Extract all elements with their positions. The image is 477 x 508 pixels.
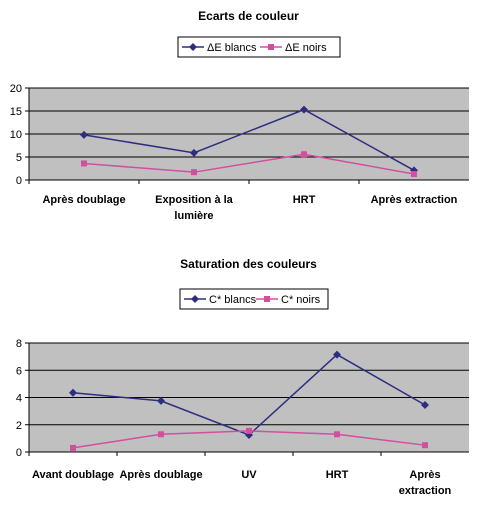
y-tick-label: 10 (10, 129, 22, 141)
y-tick-label: 8 (16, 338, 22, 350)
data-point (246, 427, 252, 434)
x-category-label: HRT (326, 469, 349, 481)
series-1 (81, 151, 417, 178)
data-point (190, 148, 198, 157)
legend-label-0: C* blancs (209, 294, 257, 306)
data-point (69, 388, 77, 397)
legend-marker-1 (268, 44, 274, 50)
data-point (191, 169, 197, 176)
y-tick-label: 2 (16, 420, 22, 432)
legend: C* blancs C* noirs (179, 288, 329, 310)
legend: ΔE blancs ΔE noirs (177, 36, 341, 58)
data-point (422, 442, 428, 449)
chart-svg: Ecarts de couleur ΔE blancs ΔE noirs 0 5 10 15… (10, 9, 469, 222)
chart-title: Ecarts de couleur (198, 9, 299, 23)
data-point (334, 431, 340, 438)
y-tick-label: 6 (16, 365, 22, 377)
chart-saturation-des-couleurs: Saturation des couleurs C* blancs C* noirs… (0, 252, 477, 508)
series-1 (70, 427, 428, 451)
y-tick-label: 15 (10, 106, 22, 118)
legend-marker-0 (191, 295, 199, 303)
x-category-label: Après doublage (119, 469, 202, 481)
y-tick-label: 20 (10, 83, 22, 95)
legend-label-1: C* noirs (281, 294, 321, 306)
x-category-label: extraction (399, 485, 452, 497)
x-category-label: lumière (174, 210, 213, 222)
y-tick-label: 0 (16, 447, 22, 459)
x-category-label: Avant doublage (32, 469, 114, 481)
data-point (157, 396, 165, 405)
data-point (333, 350, 341, 359)
legend-marker-1 (264, 296, 270, 302)
data-point (300, 105, 308, 114)
data-point (421, 400, 429, 409)
chart-title: Saturation des couleurs (180, 257, 317, 271)
x-category-label: Exposition à la (155, 194, 234, 206)
x-category-label: Après doublage (42, 194, 125, 206)
x-category-label: HRT (293, 194, 316, 206)
series-line-1 (83, 153, 415, 175)
x-category-label: Après extraction (371, 194, 458, 206)
x-category-label: UV (241, 469, 257, 481)
data-point (80, 130, 88, 139)
legend-box (177, 36, 341, 58)
series-0 (80, 105, 418, 175)
y-tick-label: 0 (16, 175, 22, 187)
data-point (411, 171, 417, 178)
chart-ecarts-de-couleur: Ecarts de couleur ΔE blancs ΔE noirs 0 5 10 15… (0, 0, 477, 250)
series-line-0 (83, 108, 415, 171)
data-point (301, 151, 307, 158)
legend-box (179, 288, 329, 310)
y-tick-label: 5 (16, 152, 22, 164)
series-0 (69, 350, 429, 439)
y-tick-label: 4 (16, 393, 22, 405)
data-point (158, 431, 164, 438)
x-category-label: Après (409, 469, 440, 481)
chart-svg: Saturation des couleurs C* blancs C* noirs… (16, 257, 469, 497)
legend-marker-0 (189, 43, 197, 51)
data-point (70, 444, 76, 451)
legend-label-1: ΔE noirs (285, 42, 327, 54)
legend-label-0: ΔE blancs (207, 42, 257, 54)
data-point (81, 160, 87, 167)
